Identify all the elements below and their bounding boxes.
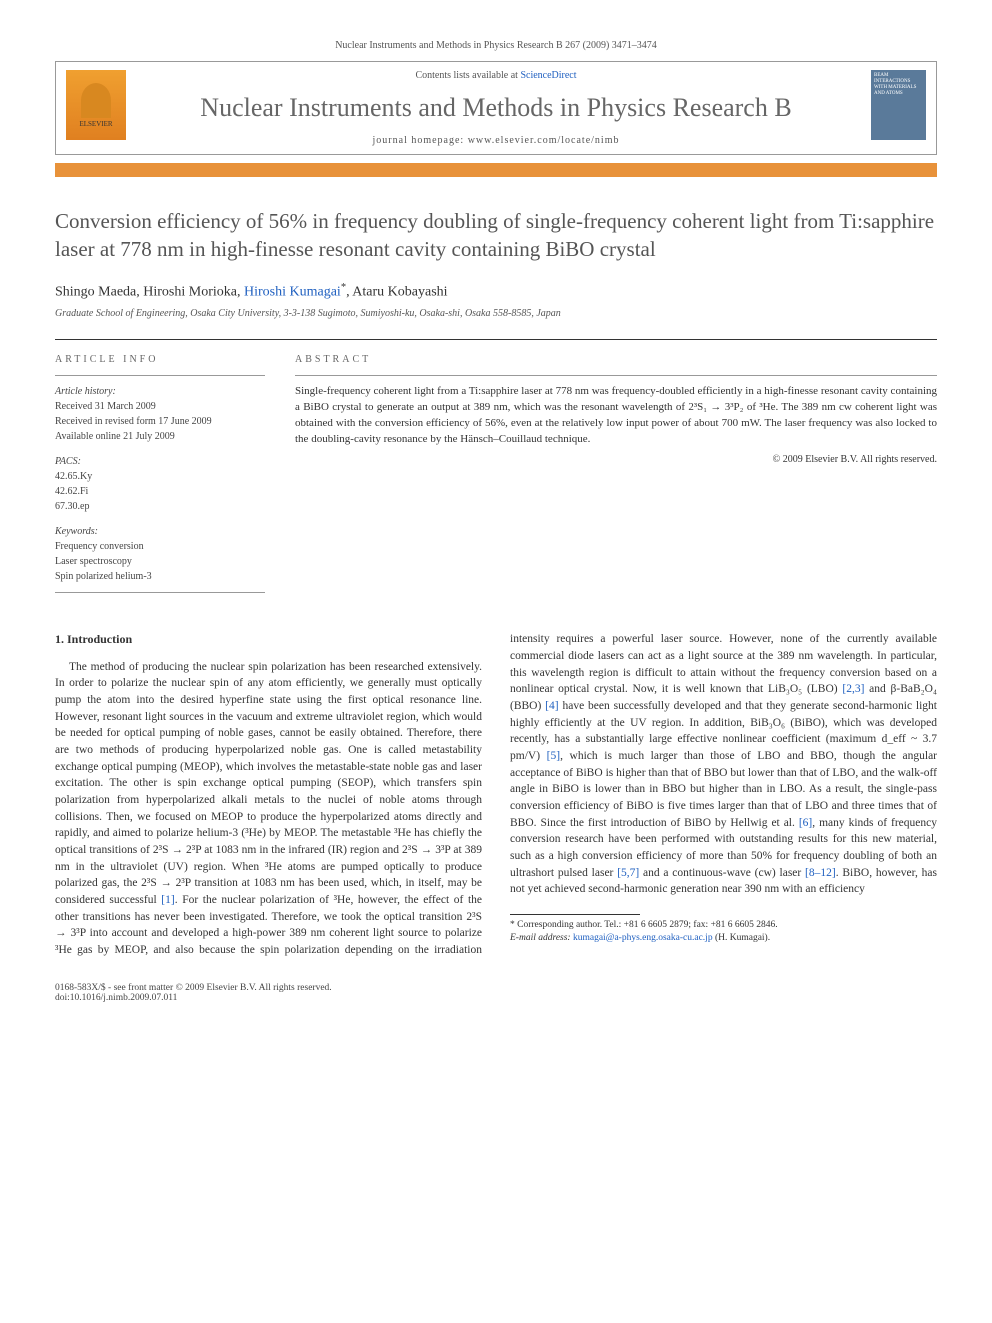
email-link[interactable]: kumagai@a-phys.eng.osaka-cu.ac.jp bbox=[573, 933, 713, 943]
pacs-head: PACS: bbox=[55, 454, 265, 469]
history-head: Article history: bbox=[55, 384, 265, 399]
history-line: Received in revised form 17 June 2009 bbox=[55, 414, 265, 429]
body-text-columns: 1. Introduction The method of producing … bbox=[55, 631, 937, 958]
footnote-separator bbox=[510, 914, 640, 915]
journal-homepage: journal homepage: www.elsevier.com/locat… bbox=[56, 135, 936, 146]
ref-link-57[interactable]: [5,7] bbox=[617, 867, 639, 879]
corresponding-footnote: * Corresponding author. Tel.: +81 6 6605… bbox=[510, 919, 937, 932]
article-info-column: ARTICLE INFO Article history: Received 3… bbox=[55, 354, 265, 603]
article-history-block: Article history: Received 31 March 2009 … bbox=[55, 375, 265, 444]
abstract-copyright: © 2009 Elsevier B.V. All rights reserved… bbox=[295, 454, 937, 465]
history-line: Received 31 March 2009 bbox=[55, 399, 265, 414]
journal-name: Nuclear Instruments and Methods in Physi… bbox=[56, 93, 936, 123]
abstract-label: ABSTRACT bbox=[295, 354, 937, 365]
authors-prefix: Shingo Maeda, Hiroshi Morioka, bbox=[55, 284, 244, 299]
keywords-block: Keywords: Frequency conversion Laser spe… bbox=[55, 524, 265, 593]
ref-link-1[interactable]: [1] bbox=[161, 894, 174, 906]
body-text: The method of producing the nuclear spin… bbox=[55, 661, 482, 906]
page-footer: 0168-583X/$ - see front matter © 2009 El… bbox=[55, 983, 937, 1003]
section-heading-intro: 1. Introduction bbox=[55, 631, 482, 648]
issn-line: 0168-583X/$ - see front matter © 2009 El… bbox=[55, 983, 332, 993]
ref-link-5[interactable]: [5] bbox=[547, 750, 560, 762]
authors-line: Shingo Maeda, Hiroshi Morioka, Hiroshi K… bbox=[55, 282, 937, 301]
journal-citation: Nuclear Instruments and Methods in Physi… bbox=[55, 40, 937, 51]
corresponding-author-link[interactable]: Hiroshi Kumagai bbox=[244, 284, 341, 299]
abstract-text: Single-frequency coherent light from a T… bbox=[295, 375, 937, 448]
authors-suffix: , Ataru Kobayashi bbox=[346, 284, 447, 299]
ref-link-6[interactable]: [6] bbox=[799, 817, 812, 829]
history-line: Available online 21 July 2009 bbox=[55, 429, 265, 444]
affiliation: Graduate School of Engineering, Osaka Ci… bbox=[55, 308, 937, 319]
pacs-code: 42.62.Fi bbox=[55, 484, 265, 499]
footer-left: 0168-583X/$ - see front matter © 2009 El… bbox=[55, 983, 332, 1003]
email-who: (H. Kumagai). bbox=[713, 933, 771, 943]
ref-link-23[interactable]: [2,3] bbox=[842, 683, 864, 695]
info-abstract-row: ARTICLE INFO Article history: Received 3… bbox=[55, 339, 937, 603]
contents-prefix: Contents lists available at bbox=[415, 70, 520, 81]
abstract-column: ABSTRACT Single-frequency coherent light… bbox=[295, 354, 937, 603]
contents-available: Contents lists available at ScienceDirec… bbox=[56, 70, 936, 81]
elsevier-tree-icon bbox=[81, 83, 111, 118]
doi-line: doi:10.1016/j.nimb.2009.07.011 bbox=[55, 993, 332, 1003]
sciencedirect-link[interactable]: ScienceDirect bbox=[520, 70, 576, 81]
keyword: Frequency conversion bbox=[55, 539, 265, 554]
elsevier-logo: ELSEVIER bbox=[66, 70, 126, 140]
elsevier-label: ELSEVIER bbox=[79, 120, 112, 128]
pacs-code: 42.65.Ky bbox=[55, 469, 265, 484]
orange-divider-bar bbox=[55, 163, 937, 177]
article-info-label: ARTICLE INFO bbox=[55, 354, 265, 365]
email-footnote: E-mail address: kumagai@a-phys.eng.osaka… bbox=[510, 932, 937, 945]
pacs-code: 67.30.ep bbox=[55, 499, 265, 514]
keyword: Spin polarized helium-3 bbox=[55, 569, 265, 584]
journal-cover-thumb: BEAM INTERACTIONS WITH MATERIALS AND ATO… bbox=[871, 70, 926, 140]
keyword: Laser spectroscopy bbox=[55, 554, 265, 569]
pacs-block: PACS: 42.65.Ky 42.62.Fi 67.30.ep bbox=[55, 454, 265, 514]
body-text: . For the nuclear polarization of bbox=[175, 894, 334, 906]
contents-box: ELSEVIER BEAM INTERACTIONS WITH MATERIAL… bbox=[55, 61, 937, 155]
ref-link-812[interactable]: [8–12] bbox=[805, 867, 836, 879]
email-label: E-mail address: bbox=[510, 933, 573, 943]
body-text: and a continuous-wave (cw) laser bbox=[639, 867, 805, 879]
keywords-head: Keywords: bbox=[55, 524, 265, 539]
article-title: Conversion efficiency of 56% in frequenc… bbox=[55, 207, 937, 264]
intro-paragraph: The method of producing the nuclear spin… bbox=[55, 631, 937, 958]
ref-link-4[interactable]: [4] bbox=[545, 700, 558, 712]
